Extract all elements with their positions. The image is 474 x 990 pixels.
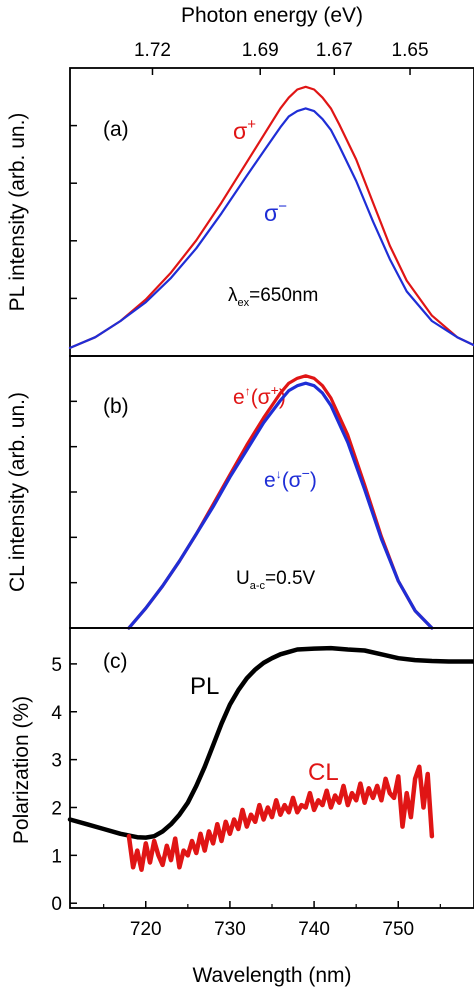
panel-a-label: (a)	[103, 118, 129, 141]
panel-c-frame	[69, 627, 474, 909]
panel-b-ylabel: CL intensity (arb. un.)	[6, 392, 29, 592]
x-tick-label: 720	[130, 919, 162, 940]
panel-b-series-0	[127, 374, 434, 630]
y-tick-label: 4	[51, 703, 62, 724]
series-label-cl: CL	[308, 759, 339, 786]
x-tick-label: 730	[214, 919, 246, 940]
panel-a-series-1	[68, 107, 474, 349]
x-axis-title: Wavelength (nm)	[192, 964, 351, 987]
top-tick-label: 1.65	[392, 40, 429, 61]
top-tick-label: 1.69	[242, 40, 279, 61]
y-tick-label: 0	[51, 894, 62, 915]
panel-a-ylabel: PL intensity (arb. un.)	[6, 113, 29, 312]
top-tick-label: 1.67	[316, 40, 353, 61]
panel-a: (a) σ+ σ− λex=650nm	[68, 67, 474, 357]
panel-b-label: (b)	[103, 395, 129, 418]
panel-c-ylabel: Polarization (%)	[10, 696, 33, 844]
top-tick-label: 1.72	[134, 40, 171, 61]
legend-sigma-plus: σ+	[233, 116, 256, 144]
panel-a-series-0	[68, 85, 474, 349]
panel-b-lines	[127, 374, 434, 630]
panel-c-label: (c)	[103, 650, 128, 673]
panel-b-series-1	[127, 381, 434, 630]
panel-a-yticks	[70, 124, 77, 300]
panel-c-xticks: 720 730 740 750	[103, 901, 441, 940]
series-label-pl: PL	[190, 673, 219, 700]
annotation-lambda-ex: λex=650nm	[228, 285, 318, 309]
panel-b-yticks	[70, 400, 77, 584]
top-axis-title: Photon energy (eV)	[181, 4, 363, 27]
y-tick-label: 1	[51, 846, 62, 867]
panel-a-lines	[68, 85, 474, 349]
y-tick-label: 5	[51, 655, 62, 676]
legend-e-down-sigma-minus: e↓(σ−)	[264, 465, 317, 492]
top-axis-ticks: 1.72 1.69 1.67 1.65	[134, 40, 429, 75]
panel-c-lines	[67, 645, 474, 872]
x-tick-label: 740	[298, 919, 330, 940]
panel-c: (c) PL CL 0 1 2 3 4 5 720 730 740 750	[51, 627, 474, 940]
x-tick-label: 750	[382, 919, 414, 940]
panel-c-yticks: 0 1 2 3 4 5	[51, 655, 77, 915]
y-tick-label: 3	[51, 751, 62, 772]
panel-c-series-1	[126, 764, 435, 872]
panel-b: (b) e↑(σ+) e↓(σ−) Ua-c=0.5V	[69, 355, 474, 630]
y-tick-label: 2	[51, 798, 62, 819]
legend-sigma-minus: σ−	[264, 198, 287, 226]
annotation-u-ac: Ua-c=0.5V	[236, 568, 316, 592]
panel-c-series-0	[67, 645, 474, 840]
